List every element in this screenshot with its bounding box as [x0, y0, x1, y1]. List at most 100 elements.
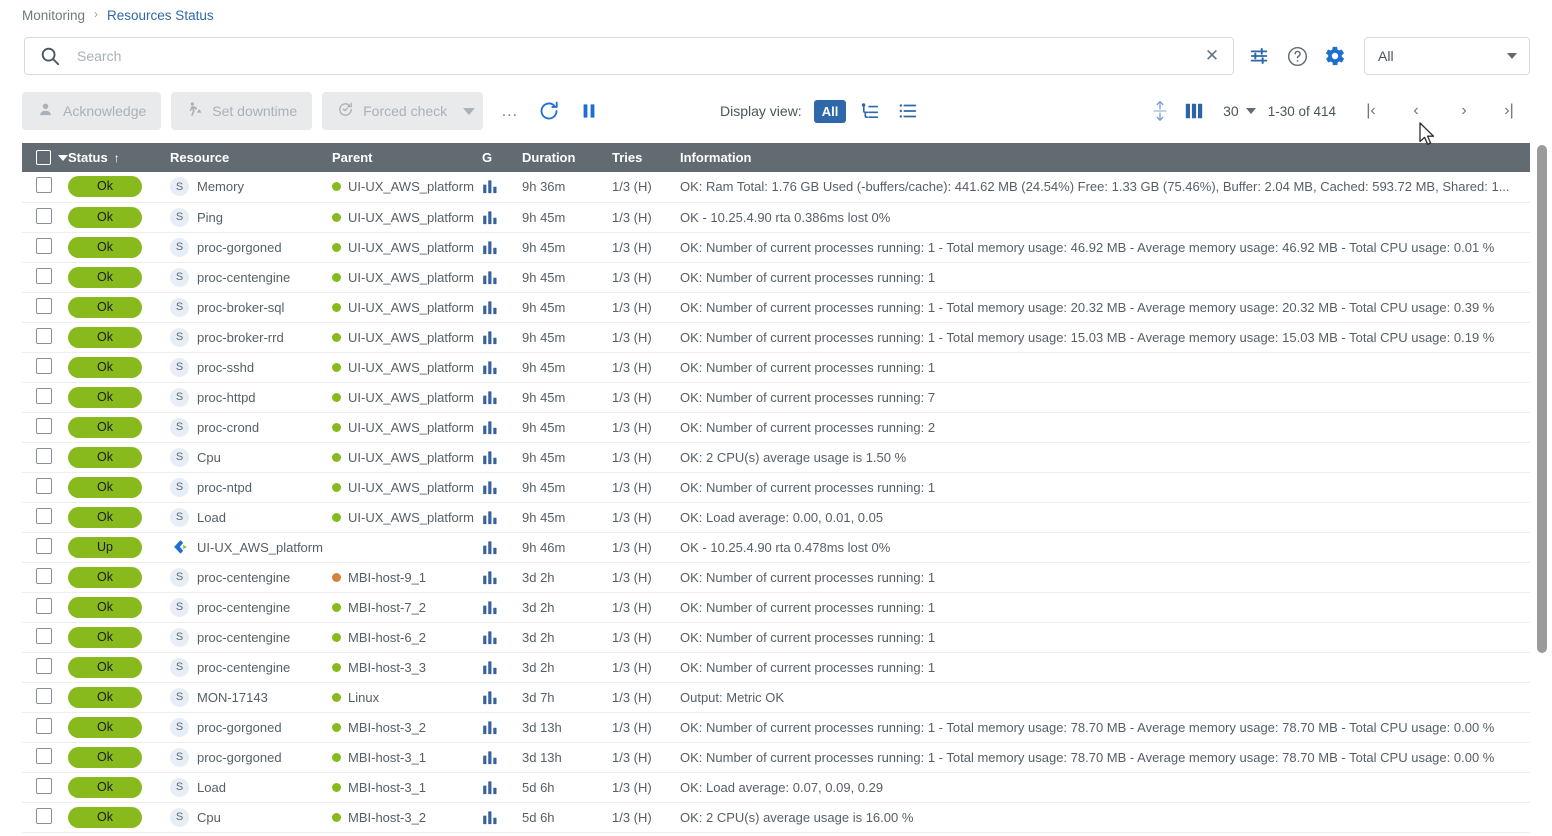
graph-icon[interactable]: [482, 330, 522, 345]
graph-icon[interactable]: [482, 300, 522, 315]
breadcrumb-current[interactable]: Resources Status: [107, 7, 214, 23]
resource-name[interactable]: proc-httpd: [197, 389, 256, 405]
row-checkbox[interactable]: [36, 687, 52, 704]
row-checkbox[interactable]: [36, 417, 52, 434]
graph-icon[interactable]: [482, 450, 522, 465]
next-page-button[interactable]: ›: [1461, 102, 1467, 119]
header-resource[interactable]: Resource: [170, 143, 332, 172]
row-checkbox[interactable]: [36, 477, 52, 494]
table-row[interactable]: Ok S Cpu UI-UX_AWS_platform 9h 45m 1/3 (H) OK:…: [22, 442, 1530, 472]
table-row[interactable]: Ok S Memory UI-UX_AWS_platform 9h 36m 1/3 (H)…: [22, 172, 1530, 202]
resource-name[interactable]: UI-UX_AWS_platform: [197, 539, 323, 555]
parent-name[interactable]: MBI-host-3_2: [348, 809, 427, 825]
row-checkbox[interactable]: [36, 537, 52, 554]
refresh-button[interactable]: [529, 92, 569, 130]
graph-icon[interactable]: [482, 570, 522, 585]
graph-icon[interactable]: [482, 270, 522, 285]
row-checkbox[interactable]: [36, 597, 52, 614]
scrollbar-thumb[interactable]: [1537, 145, 1547, 653]
row-select-cell[interactable]: [22, 172, 68, 202]
parent-name[interactable]: UI-UX_AWS_platform: [348, 449, 474, 465]
row-checkbox[interactable]: [36, 777, 52, 794]
acknowledge-button[interactable]: Acknowledge: [22, 92, 162, 130]
row-checkbox[interactable]: [36, 807, 52, 824]
row-select-cell[interactable]: [22, 742, 68, 772]
parent-name[interactable]: MBI-host-6_2: [348, 629, 427, 645]
parent-name[interactable]: MBI-host-3_3: [348, 659, 427, 675]
row-select-cell[interactable]: [22, 202, 68, 232]
resource-name[interactable]: proc-centengine: [197, 269, 291, 285]
graph-icon[interactable]: [482, 480, 522, 495]
parent-name[interactable]: MBI-host-7_2: [348, 599, 427, 615]
previous-page-button[interactable]: ‹: [1413, 102, 1419, 119]
header-select-all[interactable]: [22, 143, 68, 172]
header-parent[interactable]: Parent: [332, 143, 482, 172]
display-view-all-button[interactable]: All: [813, 99, 847, 123]
status-badge[interactable]: Ok: [68, 776, 142, 798]
sort-updown-icon[interactable]: [1143, 92, 1177, 130]
parent-name[interactable]: UI-UX_AWS_platform: [348, 299, 474, 315]
parent-name[interactable]: UI-UX_AWS_platform: [348, 509, 474, 525]
row-select-cell[interactable]: [22, 352, 68, 382]
row-checkbox[interactable]: [36, 357, 52, 374]
status-badge[interactable]: Ok: [68, 596, 142, 618]
more-actions-button[interactable]: …: [500, 101, 520, 120]
graph-icon[interactable]: [482, 540, 522, 555]
status-badge[interactable]: Ok: [68, 476, 142, 498]
header-tries[interactable]: Tries: [612, 143, 680, 172]
parent-name[interactable]: UI-UX_AWS_platform: [348, 359, 474, 375]
status-badge[interactable]: Ok: [68, 626, 142, 648]
status-badge[interactable]: Up: [68, 536, 142, 558]
row-checkbox[interactable]: [36, 657, 52, 674]
graph-icon[interactable]: [482, 660, 522, 675]
status-badge[interactable]: Ok: [68, 266, 142, 288]
resource-name[interactable]: MON-17143: [197, 689, 268, 705]
row-checkbox[interactable]: [36, 507, 52, 524]
parent-name[interactable]: Linux: [348, 689, 380, 705]
parent-name[interactable]: MBI-host-3_1: [348, 779, 427, 795]
row-checkbox[interactable]: [36, 627, 52, 644]
select-all-checkbox[interactable]: [36, 150, 51, 165]
graph-icon[interactable]: [482, 210, 522, 225]
row-checkbox[interactable]: [36, 267, 52, 284]
table-row[interactable]: Ok S Load UI-UX_AWS_platform 9h 45m 1/3 (H) OK…: [22, 502, 1530, 532]
parent-name[interactable]: MBI-host-3_1: [348, 749, 427, 765]
graph-icon[interactable]: [482, 420, 522, 435]
resource-name[interactable]: Load: [197, 779, 226, 795]
parent-name[interactable]: UI-UX_AWS_platform: [348, 209, 474, 225]
graph-icon[interactable]: [482, 690, 522, 705]
row-select-cell[interactable]: [22, 682, 68, 712]
status-badge[interactable]: Ok: [68, 506, 142, 528]
row-checkbox[interactable]: [36, 447, 52, 464]
graph-icon[interactable]: [482, 810, 522, 825]
status-badge[interactable]: Ok: [68, 716, 142, 738]
row-select-cell[interactable]: [22, 292, 68, 322]
first-page-button[interactable]: |‹: [1366, 102, 1376, 119]
row-checkbox[interactable]: [36, 207, 52, 224]
last-page-button[interactable]: ›|: [1504, 102, 1514, 119]
forced-check-button[interactable]: Forced check: [322, 92, 484, 130]
help-icon[interactable]: [1278, 37, 1316, 75]
resource-name[interactable]: Cpu: [197, 809, 221, 825]
resource-name[interactable]: proc-gorgoned: [197, 239, 282, 255]
status-badge[interactable]: Ok: [68, 446, 142, 468]
parent-name[interactable]: UI-UX_AWS_platform: [348, 179, 474, 195]
graph-icon[interactable]: [482, 630, 522, 645]
row-checkbox[interactable]: [36, 567, 52, 584]
resource-name[interactable]: proc-sshd: [197, 359, 255, 375]
resource-name[interactable]: Load: [197, 509, 226, 525]
row-select-cell[interactable]: [22, 562, 68, 592]
row-checkbox[interactable]: [36, 387, 52, 404]
resource-name[interactable]: proc-centengine: [197, 659, 291, 675]
table-row[interactable]: Ok S MON-17143 Linux 3d 7h 1/3 (H) Output: Met…: [22, 682, 1530, 712]
status-badge[interactable]: Ok: [68, 386, 142, 408]
row-select-cell[interactable]: [22, 262, 68, 292]
